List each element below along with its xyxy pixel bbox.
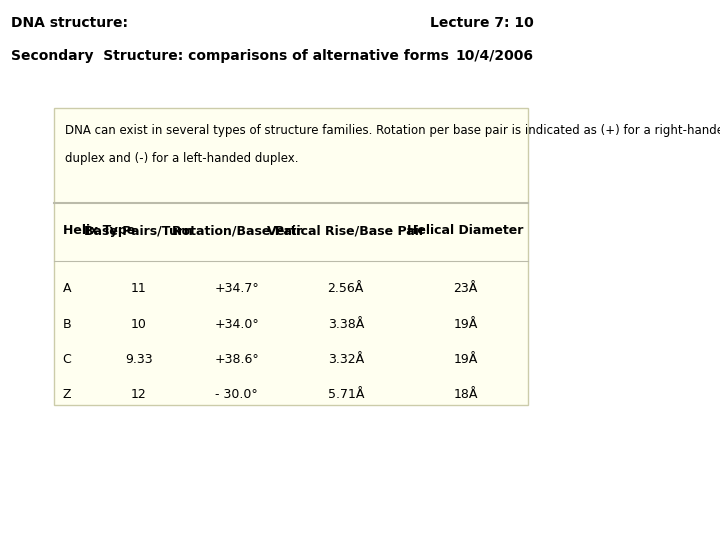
Text: Z: Z	[63, 388, 71, 401]
Text: Rotation/Base Pair: Rotation/Base Pair	[172, 224, 302, 237]
Text: 12: 12	[131, 388, 147, 401]
Text: DNA can exist in several types of structure families. Rotation per base pair is : DNA can exist in several types of struct…	[66, 124, 720, 137]
FancyBboxPatch shape	[55, 108, 528, 405]
Text: 19Å: 19Å	[454, 318, 478, 330]
Text: Helical Diameter: Helical Diameter	[408, 224, 523, 237]
Text: 19Å: 19Å	[454, 353, 478, 366]
Text: DNA structure:: DNA structure:	[11, 16, 128, 30]
Text: 11: 11	[131, 282, 147, 295]
Text: 18Å: 18Å	[454, 388, 478, 401]
Text: A: A	[63, 282, 71, 295]
Text: Helix Type: Helix Type	[63, 224, 135, 237]
Text: Lecture 7: 10: Lecture 7: 10	[430, 16, 534, 30]
Text: Secondary  Structure: comparisons of alternative forms: Secondary Structure: comparisons of alte…	[11, 49, 449, 63]
Text: 10: 10	[131, 318, 147, 330]
Text: +34.7°: +34.7°	[215, 282, 259, 295]
Text: 10/4/2006: 10/4/2006	[456, 49, 534, 63]
Text: Base Pairs/Turn: Base Pairs/Turn	[84, 224, 193, 237]
Text: Vertical Rise/Base Pair: Vertical Rise/Base Pair	[267, 224, 425, 237]
Text: C: C	[63, 353, 71, 366]
Text: B: B	[63, 318, 71, 330]
Text: 3.38Å: 3.38Å	[328, 318, 364, 330]
Text: 2.56Å: 2.56Å	[328, 282, 364, 295]
Text: 3.32Å: 3.32Å	[328, 353, 364, 366]
Text: - 30.0°: - 30.0°	[215, 388, 258, 401]
Text: +38.6°: +38.6°	[215, 353, 259, 366]
Text: +34.0°: +34.0°	[215, 318, 259, 330]
Text: 23Å: 23Å	[454, 282, 478, 295]
Text: 9.33: 9.33	[125, 353, 153, 366]
Text: duplex and (-) for a left-handed duplex.: duplex and (-) for a left-handed duplex.	[66, 152, 299, 165]
Text: 5.71Å: 5.71Å	[328, 388, 364, 401]
